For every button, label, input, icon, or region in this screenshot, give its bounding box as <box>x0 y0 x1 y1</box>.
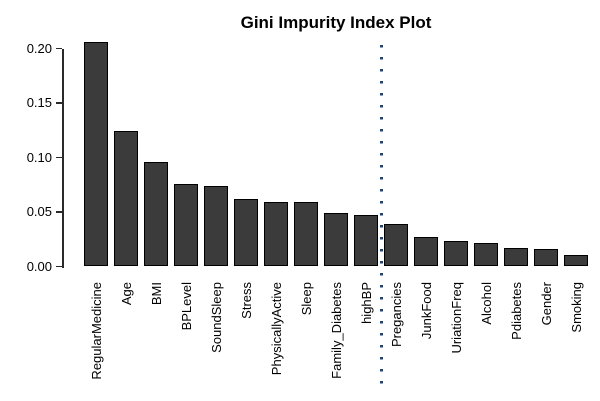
bar-BMI <box>144 161 168 267</box>
y-axis-tick <box>56 211 62 213</box>
y-tick-label: 0.20 <box>26 40 52 56</box>
bar-Alcohol <box>474 242 498 267</box>
bar-Smoking <box>564 254 588 267</box>
x-axis-label-Alcohol: Alcohol <box>478 282 494 325</box>
bar-Gender <box>534 249 558 267</box>
x-axis-label-JunkFood: JunkFood <box>418 282 434 340</box>
y-axis-tick <box>56 265 62 268</box>
y-tick-label: 0.05 <box>26 204 52 219</box>
x-axis-label-Sleep: Sleep <box>298 282 314 316</box>
bar-Sleep <box>294 202 318 267</box>
x-axis-label-Age: Age <box>118 282 134 306</box>
x-axis-label-Stress: Stress <box>238 282 254 319</box>
bar-Age <box>114 131 138 267</box>
x-axis-label-Gender: Gender <box>538 282 554 326</box>
x-axis-label-BPLevel: BPLevel <box>178 282 194 331</box>
bar-SoundSleep <box>204 185 228 267</box>
bar-PhysicallyActive <box>264 202 288 267</box>
x-axis-label-Pdiabetes: Pdiabetes <box>508 282 524 340</box>
x-axis-label-Family_Diabetes: Family_Diabetes <box>328 282 344 379</box>
bar-JunkFood <box>414 237 438 267</box>
x-axis-label-BMI: BMI <box>148 282 164 306</box>
y-tick-label: 0.00 <box>26 258 52 274</box>
x-axis-label-highBP: highBP <box>358 282 374 324</box>
x-axis-label-Pregancies: Pregancies <box>388 282 404 348</box>
y-axis-line <box>62 48 64 268</box>
bar-BPLevel <box>174 183 198 267</box>
bar-highBP <box>354 215 378 267</box>
bar-Pdiabetes <box>504 247 528 267</box>
bar-Family_Diabetes <box>324 213 348 267</box>
y-axis-tick <box>56 102 62 104</box>
y-axis-tick <box>56 47 62 50</box>
x-axis-label-Smoking: Smoking <box>568 282 584 333</box>
bar-RegularMedicine <box>84 41 108 267</box>
y-tick-label: 0.10 <box>26 149 52 165</box>
bar-Pregancies <box>384 223 408 267</box>
x-axis-label-UriationFreq: UriationFreq <box>448 282 464 354</box>
threshold-dotted-line <box>380 45 383 388</box>
chart-title: Gini Impurity Index Plot <box>240 13 432 32</box>
bar-Stress <box>234 198 258 267</box>
x-axis-label-SoundSleep: SoundSleep <box>208 282 224 353</box>
bar-UriationFreq <box>444 241 468 267</box>
x-axis-label-PhysicallyActive: PhysicallyActive <box>268 282 284 376</box>
y-axis-tick <box>56 156 62 159</box>
x-axis-label-RegularMedicine: RegularMedicine <box>88 282 104 380</box>
y-tick-label: 0.15 <box>26 95 52 110</box>
